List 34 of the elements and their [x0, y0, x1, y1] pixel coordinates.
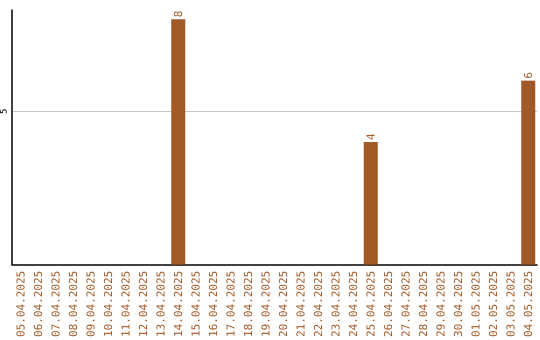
x-tick-label: 26.04.2025	[382, 270, 395, 338]
x-tick-label: 23.04.2025	[329, 270, 342, 338]
y-tick-label: 5	[0, 108, 10, 114]
data-label: 6	[522, 72, 535, 79]
x-tick-label: 22.04.2025	[312, 270, 325, 338]
x-tick-label: 09.04.2025	[84, 270, 98, 338]
x-tick-label: 28.04.2025	[416, 270, 430, 338]
x-tick-label: 17.04.2025	[224, 270, 238, 338]
x-tick-label: 04.05.2025	[522, 270, 535, 338]
data-label: 8	[172, 10, 185, 18]
x-tick-label: 06.04.2025	[32, 270, 45, 338]
x-tick-label: 30.04.2025	[452, 270, 465, 338]
data-label: 4	[364, 132, 378, 140]
x-tick-label: 18.04.2025	[242, 270, 255, 338]
x-tick-label: 20.04.2025	[276, 270, 290, 338]
x-tick-label: 16.04.2025	[206, 270, 220, 338]
x-tick-label: 19.04.2025	[259, 270, 272, 338]
x-tick-label: 07.04.2025	[49, 270, 62, 338]
x-tick-label: 12.04.2025	[136, 270, 150, 338]
x-tick-label: 05.04.2025	[14, 270, 28, 338]
x-tick-label: 27.04.2025	[399, 270, 412, 338]
x-tick-label: 14.04.2025	[172, 270, 185, 338]
x-tick-label: 13.04.2025	[154, 270, 168, 338]
x-tick-label: 03.05.2025	[504, 270, 518, 338]
x-tick-label: 15.04.2025	[189, 270, 202, 338]
x-tick-label: 08.04.2025	[66, 270, 80, 338]
x-tick-label: 24.04.2025	[346, 270, 360, 338]
x-tick-label: 01.05.2025	[469, 270, 482, 338]
x-tick-label: 29.04.2025	[434, 270, 448, 338]
x-tick-label: 25.04.2025	[364, 270, 378, 338]
x-tick-label: 11.04.2025	[119, 270, 132, 338]
x-tick-label: 02.05.2025	[486, 270, 500, 338]
x-tick-label: 10.04.2025	[102, 270, 115, 338]
x-tick-label: 21.04.2025	[294, 270, 308, 338]
